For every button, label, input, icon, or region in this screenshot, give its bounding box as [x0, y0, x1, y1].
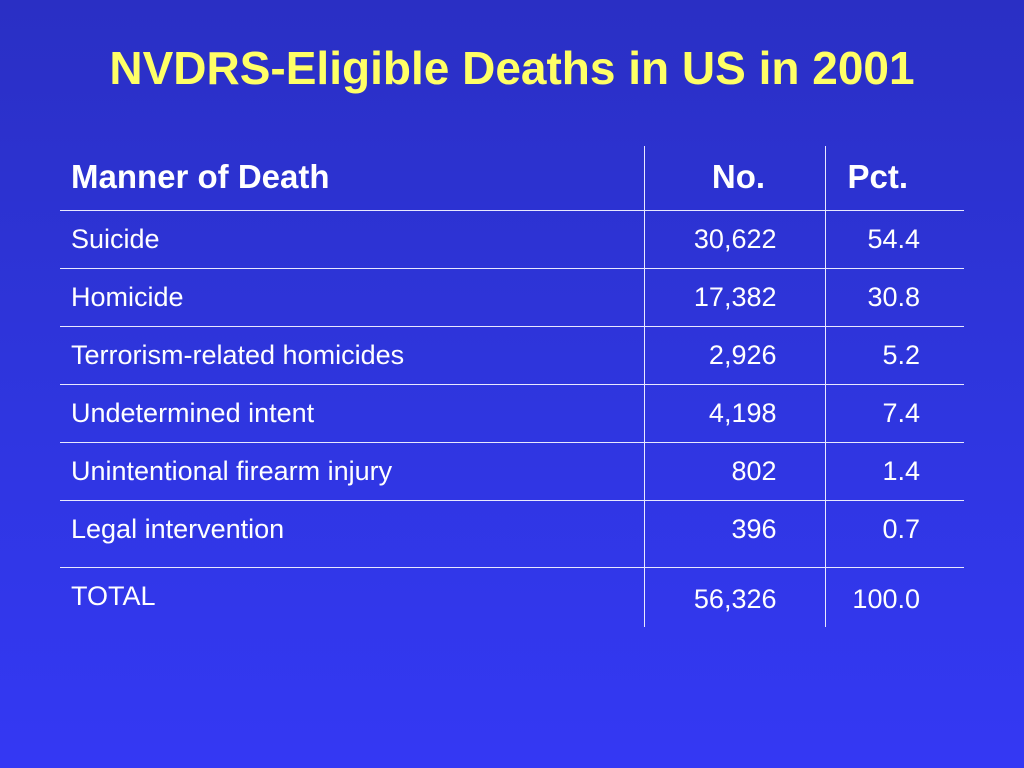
deaths-table: Manner of Death No. Pct. Suicide 30,622 … [60, 146, 964, 627]
row-manner: Legal intervention [60, 500, 644, 568]
row-number: 396 [643, 500, 825, 568]
row-percent: 7.4 [824, 384, 964, 443]
total-label: TOTAL [71, 581, 156, 611]
row-percent: 54.4 [824, 210, 964, 269]
row-percent: 5.2 [824, 326, 964, 385]
table-row: Terrorism-related homicides 2,926 5.2 [60, 326, 964, 385]
row-number: 17,382 [643, 268, 825, 327]
slide-title: NVDRS-Eligible Deaths in US in 2001 [109, 42, 915, 94]
row-number: 2,926 [643, 326, 825, 385]
row-manner: Terrorism-related homicides [60, 326, 644, 385]
table-row: Suicide 30,622 54.4 [60, 210, 964, 269]
row-manner: Unintentional firearm injury [60, 442, 644, 501]
row-manner: Undetermined intent [60, 384, 644, 443]
table-row: Homicide 17,382 30.8 [60, 268, 964, 327]
table-row: Unintentional firearm injury 802 1.4 [60, 442, 964, 501]
header-manner-of-death: Manner of Death [60, 146, 644, 211]
row-manner: Homicide [60, 268, 644, 327]
header-percent: Pct. [824, 146, 964, 211]
table-row: Legal intervention 396 0.7 [60, 500, 964, 568]
table-header-row: Manner of Death No. Pct. [60, 146, 964, 211]
total-percent: 100.0 [824, 567, 964, 627]
row-percent: 30.8 [824, 268, 964, 327]
header-number: No. [643, 146, 825, 211]
row-number: 30,622 [643, 210, 825, 269]
row-percent: 1.4 [824, 442, 964, 501]
table-total-row: TOTAL 56,326 100.0 [60, 567, 964, 627]
row-number: 4,198 [643, 384, 825, 443]
table-row: Undetermined intent 4,198 7.4 [60, 384, 964, 443]
row-percent: 0.7 [824, 500, 964, 568]
deaths-table-container: Manner of Death No. Pct. Suicide 30,622 … [60, 146, 964, 627]
row-number: 802 [643, 442, 825, 501]
row-manner: Suicide [60, 210, 644, 269]
total-number: 56,326 [643, 567, 825, 627]
